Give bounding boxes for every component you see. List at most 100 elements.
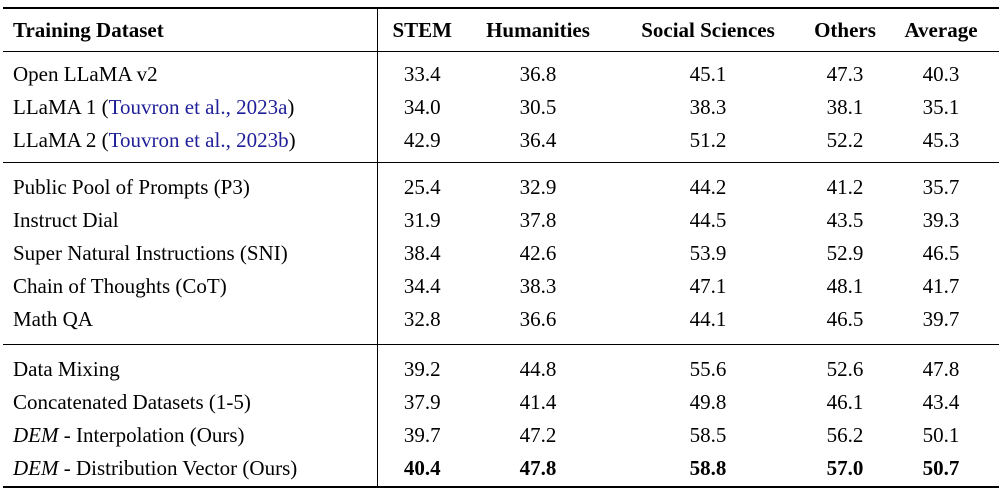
cell-value: 41.2 [826,175,864,199]
row-label-text: Math QA [13,307,93,331]
section-merging-methods: Data Mixing 39.2 44.8 55.6 52.6 47.8 Con… [3,344,999,487]
table-row: Data Mixing 39.2 44.8 55.6 52.6 47.8 [3,344,999,386]
cell-value: 36.4 [519,128,557,152]
table-row: DEM - Interpolation (Ours) 39.7 47.2 58.… [3,419,999,452]
cell-value: 52.9 [826,241,864,265]
cell-value: 57.0 [826,456,864,480]
row-label-text: Concatenated Datasets (1-5) [13,390,251,414]
cell-value: 40.4 [403,456,441,480]
row-label: Chain of Thoughts (CoT) [3,270,378,303]
cell-value: 47.8 [519,456,557,480]
row-label: Math QA [3,303,378,345]
row-label-text: LLaMA 2 ( [13,128,109,152]
table-row: LLaMA 2 (Touvron et al., 2023b) 42.9 36.… [3,124,999,163]
cell-value: 32.9 [519,175,557,199]
citation-link[interactable]: Touvron et al., 2023b [108,128,289,152]
cell-value: 49.8 [689,390,727,414]
cell-value: 52.6 [826,357,864,381]
cell-value: 33.4 [403,62,441,86]
table-row: Instruct Dial 31.9 37.8 44.5 43.5 39.3 [3,204,999,237]
col-header-average: Average [904,17,978,42]
cell-value: 58.8 [689,456,727,480]
col-header-others: Others [814,17,876,42]
cell-value: 38.4 [403,241,441,265]
section-base-models: Open LLaMA v2 33.4 36.8 45.1 47.3 40.3 L… [3,51,999,163]
cell-value: 55.6 [689,357,727,381]
row-label-text: Open LLaMA v2 [13,62,158,86]
section-single-datasets: Public Pool of Prompts (P3) 25.4 32.9 44… [3,162,999,345]
table-row-best: DEM - Distribution Vector (Ours) 40.4 47… [3,452,999,487]
col-header-humanities: Humanities [486,17,590,42]
results-table: Training Dataset STEM Humanities Social … [3,7,999,488]
cell-value: 38.1 [826,95,864,119]
cell-value: 45.1 [689,62,727,86]
cell-value: 44.1 [689,307,727,331]
cell-value: 41.7 [922,274,960,298]
col-header-social-sciences: Social Sciences [641,17,775,42]
cell-value: 52.2 [826,128,864,152]
col-header-training-dataset: Training Dataset [3,8,378,52]
row-label-text: - Interpolation (Ours) [58,423,245,447]
cell-value: 46.5 [922,241,960,265]
row-label-text: - Distribution Vector (Ours) [58,456,298,480]
cell-value: 37.9 [403,390,441,414]
cell-value: 41.4 [519,390,557,414]
cell-value: 47.8 [922,357,960,381]
cell-value: 30.5 [519,95,557,119]
table-row: Public Pool of Prompts (P3) 25.4 32.9 44… [3,162,999,204]
row-label: Instruct Dial [3,204,378,237]
cell-value: 56.2 [826,423,864,447]
cell-value: 35.7 [922,175,960,199]
row-label: Open LLaMA v2 [3,51,378,91]
cell-value: 45.3 [922,128,960,152]
table-row: Chain of Thoughts (CoT) 34.4 38.3 47.1 4… [3,270,999,303]
cell-value: 39.3 [922,208,960,232]
table-row: LLaMA 1 (Touvron et al., 2023a) 34.0 30.… [3,91,999,124]
cell-value: 37.8 [519,208,557,232]
table-row: Super Natural Instructions (SNI) 38.4 42… [3,237,999,270]
citation-link[interactable]: Touvron et al., 2023a [108,95,288,119]
row-label-text: ) [287,95,295,119]
row-label: LLaMA 1 (Touvron et al., 2023a) [3,91,378,124]
cell-value: 50.7 [922,456,960,480]
cell-value: 32.8 [403,307,441,331]
row-label-text: Super Natural Instructions (SNI) [13,241,288,265]
row-label: DEM - Distribution Vector (Ours) [3,452,378,487]
row-label-text: Chain of Thoughts (CoT) [13,274,227,298]
row-label: Data Mixing [3,344,378,386]
row-label: Concatenated Datasets (1-5) [3,386,378,419]
cell-value: 35.1 [922,95,960,119]
cell-value: 47.1 [689,274,727,298]
dem-method-name: DEM [13,423,59,447]
cell-value: 43.5 [826,208,864,232]
cell-value: 48.1 [826,274,864,298]
table-row: Concatenated Datasets (1-5) 37.9 41.4 49… [3,386,999,419]
row-label-text: Data Mixing [13,357,120,381]
table-row: Math QA 32.8 36.6 44.1 46.5 39.7 [3,303,999,345]
cell-value: 25.4 [403,175,441,199]
row-label: DEM - Interpolation (Ours) [3,419,378,452]
cell-value: 38.3 [689,95,727,119]
row-label-text: Public Pool of Prompts (P3) [13,175,250,199]
row-label-text: LLaMA 1 ( [13,95,109,119]
cell-value: 46.5 [826,307,864,331]
col-header-stem: STEM [392,17,452,42]
cell-value: 47.2 [519,423,557,447]
cell-value: 34.4 [403,274,441,298]
cell-value: 50.1 [922,423,960,447]
cell-value: 36.8 [519,62,557,86]
cell-value: 43.4 [922,390,960,414]
cell-value: 44.8 [519,357,557,381]
row-label-text: Instruct Dial [13,208,119,232]
cell-value: 46.1 [826,390,864,414]
cell-value: 38.3 [519,274,557,298]
cell-value: 51.2 [689,128,727,152]
cell-value: 53.9 [689,241,727,265]
cell-value: 40.3 [922,62,960,86]
cell-value: 42.9 [403,128,441,152]
cell-value: 36.6 [519,307,557,331]
table-row: Open LLaMA v2 33.4 36.8 45.1 47.3 40.3 [3,51,999,91]
cell-value: 44.5 [689,208,727,232]
row-label: LLaMA 2 (Touvron et al., 2023b) [3,124,378,163]
header-row: Training Dataset STEM Humanities Social … [3,8,999,52]
